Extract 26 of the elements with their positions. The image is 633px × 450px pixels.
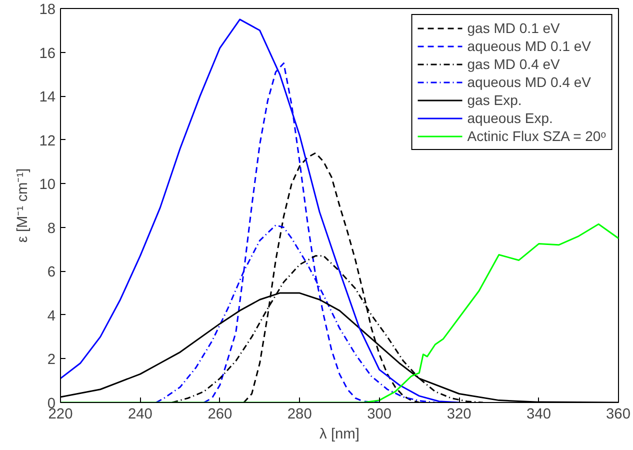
legend-label: gas Exp. [467, 92, 522, 108]
y-axis-title: ε [M⁻¹ cm⁻¹] [15, 168, 32, 243]
legend-label: gas MD 0.4 eV [467, 56, 560, 72]
x-tick-label: 260 [208, 406, 232, 422]
x-tick-label: 340 [526, 406, 552, 422]
legend-label: gas MD 0.1 eV [467, 20, 560, 36]
y-tick-label: 16 [39, 46, 56, 62]
x-tick-label: 360 [606, 406, 631, 422]
y-tick-label: 12 [39, 133, 56, 150]
legend-label: aqueous MD 0.4 eV [467, 74, 592, 90]
x-tick-label: 320 [446, 406, 472, 422]
x-tick-label: 240 [128, 406, 152, 422]
y-tick-label: 14 [39, 90, 56, 106]
legend-label: aqueous MD 0.1 eV [467, 38, 592, 54]
y-tick-label: 8 [47, 220, 56, 237]
y-tick-label: 6 [47, 264, 56, 281]
x-tick-label: 280 [287, 406, 312, 422]
y-tick-label: 10 [39, 177, 56, 194]
y-tick-label: 4 [47, 308, 56, 324]
x-tick-label: 300 [367, 406, 392, 422]
y-tick-label: 18 [39, 2, 56, 18]
y-tick-label: 2 [47, 352, 56, 368]
x-axis-title: λ [nm] [320, 426, 360, 442]
line-series [60, 18, 460, 402]
legend-label: aqueous Exp. [467, 110, 553, 126]
legend-label: Actinic Flux SZA = 20ᵒ [467, 128, 606, 144]
